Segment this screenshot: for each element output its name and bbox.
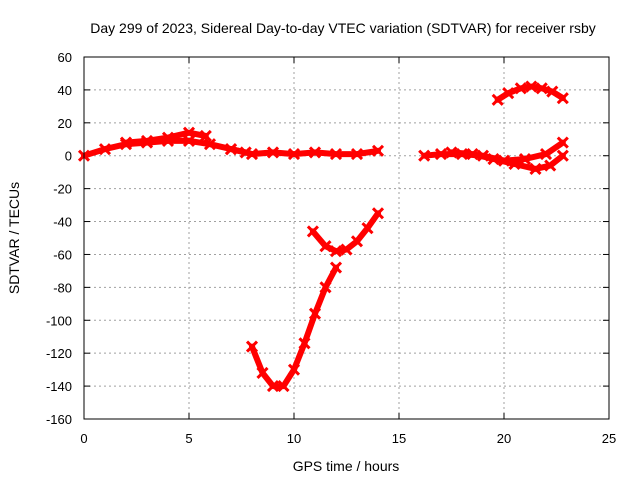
data-point (340, 243, 353, 256)
data-point (140, 134, 154, 147)
grid-lines (84, 57, 609, 419)
series-line (309, 210, 381, 255)
data-point (329, 148, 343, 161)
y-tick-label: -160 (46, 412, 72, 427)
x-tick-label: 15 (392, 431, 406, 446)
data-point (556, 92, 569, 105)
data-point (546, 85, 559, 98)
x-tick-labels: 0 5 10 15 20 25 (80, 431, 616, 446)
data-point (418, 149, 431, 162)
series-sat-b (119, 126, 212, 149)
data-point (298, 337, 311, 350)
data-point (371, 144, 385, 157)
data-point (529, 162, 542, 175)
data-point (350, 148, 364, 161)
data-point (556, 136, 569, 149)
data-point (277, 380, 290, 393)
data-point (361, 222, 374, 235)
data-point (487, 152, 500, 166)
plot-frame (83, 56, 610, 420)
data-point (329, 245, 343, 258)
data-point (544, 159, 557, 172)
data-point (266, 146, 280, 159)
data-point (308, 307, 322, 320)
data-point (224, 143, 238, 156)
x-tick-label: 20 (497, 431, 511, 446)
y-axis-label: SDTVAR / TECUs (6, 182, 22, 294)
data-point (466, 148, 479, 161)
data-series (77, 80, 569, 393)
series-sat-d (245, 261, 343, 393)
y-tick-label: 60 (58, 50, 72, 65)
axis-ticks (83, 56, 610, 420)
y-tick-label: -60 (53, 247, 72, 262)
series-line (228, 146, 381, 158)
data-point (434, 148, 448, 161)
data-point (98, 143, 112, 156)
x-tick-label: 25 (602, 431, 616, 446)
data-point (319, 281, 332, 294)
data-point (182, 126, 196, 139)
data-point (539, 148, 553, 161)
y-tick-label: -140 (46, 379, 72, 394)
x-axis-label: GPS time / hours (293, 458, 400, 474)
chart-title: Day 299 of 2023, Sidereal Day-to-day VTE… (90, 20, 596, 36)
data-point (525, 80, 538, 93)
data-point (287, 148, 301, 161)
data-point (556, 149, 569, 162)
y-tick-label: 20 (58, 116, 72, 131)
y-tick-label: 0 (65, 149, 72, 164)
data-point (514, 82, 527, 95)
series-sat-e (306, 207, 385, 258)
series-sat-g (445, 146, 569, 175)
data-point (329, 261, 343, 274)
series-sat-c (224, 143, 385, 161)
data-point (287, 363, 301, 376)
data-point (119, 136, 133, 149)
data-point (199, 129, 212, 143)
data-point (445, 146, 458, 159)
data-point (203, 138, 217, 151)
data-point (502, 87, 515, 100)
y-tick-label: -20 (53, 182, 72, 197)
data-point (371, 207, 385, 220)
y-tick-label: 40 (58, 83, 72, 98)
x-tick-label: 0 (80, 431, 87, 446)
data-point (161, 131, 175, 144)
data-point (266, 380, 280, 393)
series-sat-h (491, 80, 569, 106)
data-point (245, 148, 259, 161)
y-tick-label: -120 (46, 346, 72, 361)
data-point (306, 225, 319, 238)
y-tick-label: -40 (53, 215, 72, 230)
y-tick-label: -100 (46, 313, 72, 328)
data-point (508, 157, 521, 171)
data-point (319, 240, 332, 253)
x-tick-label: 10 (287, 431, 301, 446)
data-point (245, 340, 259, 353)
data-point (256, 366, 269, 379)
data-point (535, 82, 548, 95)
data-point (491, 93, 504, 106)
data-point (350, 235, 364, 248)
data-point (518, 152, 532, 166)
data-point (308, 146, 322, 159)
y-tick-labels: -160 -140 -120 -100 -80 -60 -40 -20 0 20 40 60 (46, 50, 72, 427)
x-tick-label: 5 (185, 431, 192, 446)
y-tick-label: -80 (53, 280, 72, 295)
